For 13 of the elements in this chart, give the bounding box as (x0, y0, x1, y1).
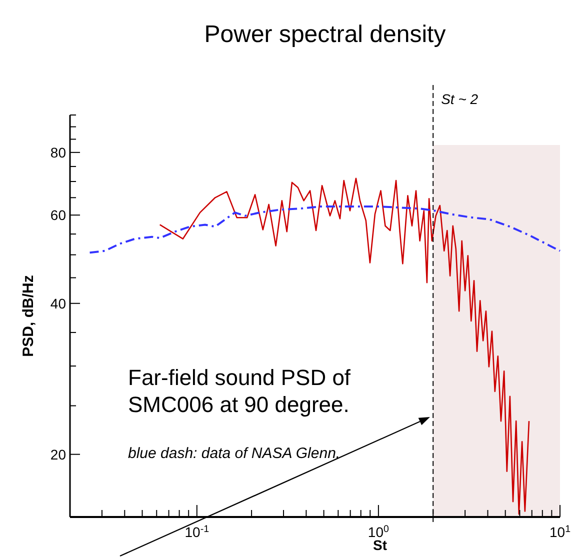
y-tick-label: 60 (50, 207, 66, 224)
y-tick-label: 80 (50, 144, 66, 160)
y-tick-label: 20 (50, 446, 66, 462)
chart-title: Power spectral density (204, 21, 446, 48)
ref-line-label: St ~ 2 (441, 91, 478, 107)
annotation: blue dash: data of NASA Glenn. (128, 445, 340, 462)
x-axis-title: St (373, 537, 388, 553)
y-tick-label: 40 (50, 295, 66, 312)
y-axis-title: PSD, dB/Hz (20, 275, 37, 357)
x-tick-label: 10$^{0}$ (368, 524, 390, 540)
x-tick-label: 10$^{-1}$ (184, 524, 210, 540)
x-tick-label: 10$^{1}$ (549, 524, 571, 540)
annotation: Far-field sound PSD of SMC006 at 90 degree. (128, 365, 352, 417)
